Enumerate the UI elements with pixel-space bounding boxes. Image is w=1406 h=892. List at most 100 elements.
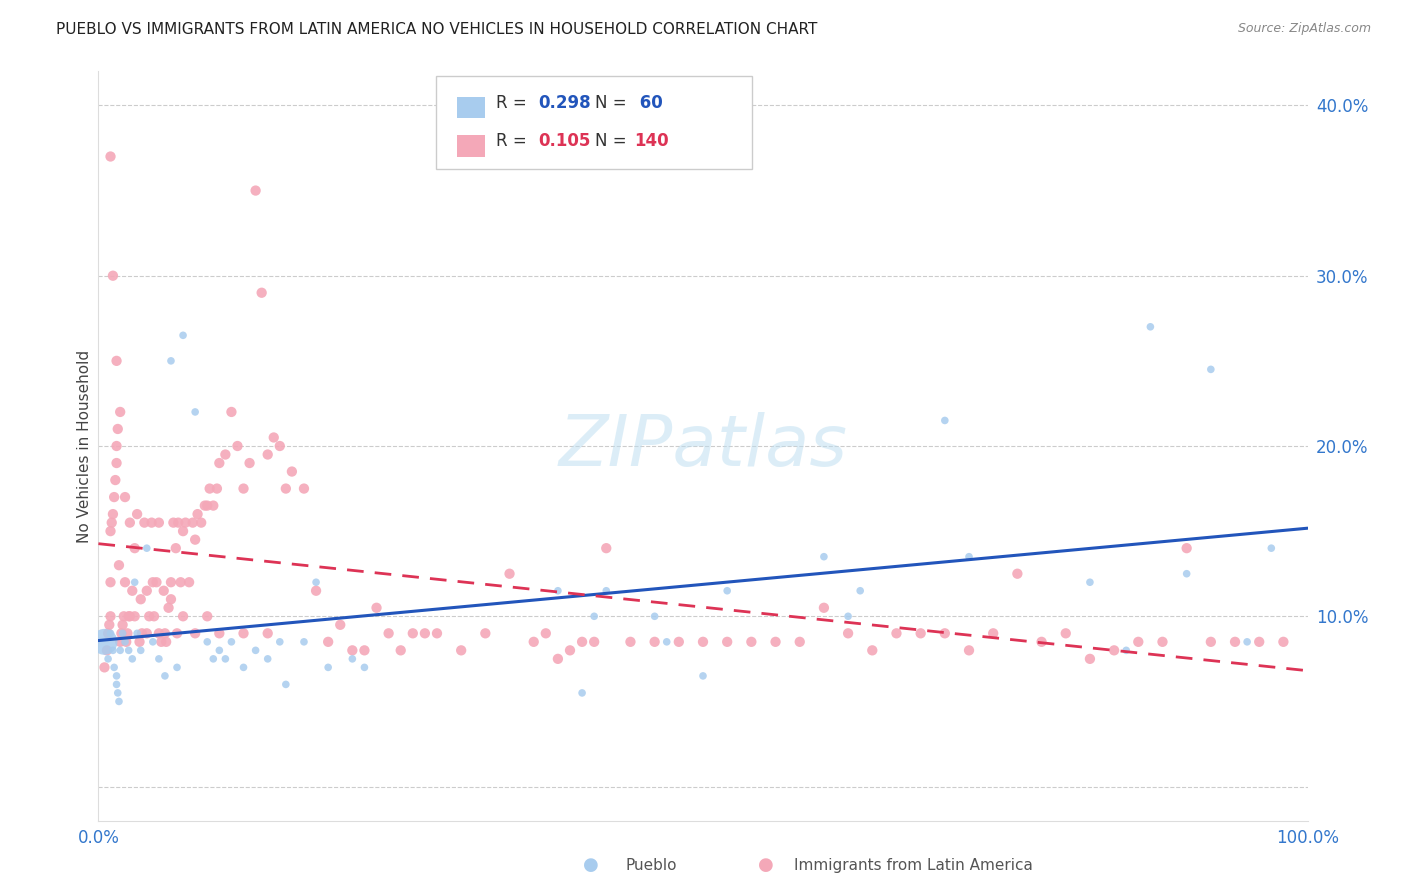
Point bbox=[232, 660, 254, 674]
Point bbox=[402, 626, 425, 640]
Point bbox=[377, 626, 399, 640]
Point bbox=[98, 617, 121, 632]
Point bbox=[208, 626, 231, 640]
Point bbox=[957, 549, 980, 564]
Point bbox=[353, 643, 375, 657]
Point bbox=[100, 575, 122, 590]
Point bbox=[239, 456, 262, 470]
Point bbox=[103, 490, 125, 504]
Point bbox=[208, 643, 231, 657]
Point bbox=[1236, 635, 1258, 649]
Point bbox=[169, 575, 191, 590]
Point bbox=[184, 626, 207, 640]
Point bbox=[692, 669, 714, 683]
Point bbox=[110, 626, 132, 640]
Point bbox=[97, 652, 120, 666]
Point bbox=[112, 609, 135, 624]
Point bbox=[619, 635, 641, 649]
Point bbox=[366, 600, 388, 615]
Point bbox=[129, 643, 152, 657]
Point bbox=[124, 541, 146, 556]
Point bbox=[124, 575, 146, 590]
Point bbox=[1115, 643, 1137, 657]
Point bbox=[118, 609, 141, 624]
Point bbox=[118, 609, 141, 624]
Point bbox=[184, 405, 207, 419]
Point bbox=[202, 499, 225, 513]
Point bbox=[145, 575, 167, 590]
Point bbox=[269, 439, 291, 453]
Text: Pueblo: Pueblo bbox=[626, 858, 678, 872]
Text: ●: ● bbox=[582, 856, 599, 874]
Point bbox=[108, 643, 131, 657]
Text: 0.298: 0.298 bbox=[538, 95, 591, 112]
Point bbox=[547, 583, 569, 598]
Point bbox=[195, 499, 218, 513]
Point bbox=[124, 609, 146, 624]
Point bbox=[342, 643, 364, 657]
Point bbox=[115, 635, 138, 649]
Point bbox=[105, 669, 128, 683]
Point bbox=[153, 626, 176, 640]
Point bbox=[668, 635, 690, 649]
Point bbox=[250, 285, 273, 300]
Point bbox=[121, 583, 143, 598]
Point bbox=[789, 635, 811, 649]
Point bbox=[167, 516, 190, 530]
Text: N =: N = bbox=[595, 95, 631, 112]
Point bbox=[981, 626, 1004, 640]
Point bbox=[131, 626, 153, 640]
Point bbox=[329, 617, 352, 632]
Point bbox=[172, 609, 194, 624]
Point bbox=[1078, 652, 1101, 666]
Point bbox=[198, 482, 221, 496]
Point bbox=[644, 635, 666, 649]
Point bbox=[117, 626, 139, 640]
Point bbox=[181, 516, 204, 530]
Point bbox=[174, 516, 197, 530]
Point bbox=[595, 583, 617, 598]
Point bbox=[160, 592, 183, 607]
Point bbox=[644, 609, 666, 624]
Point bbox=[138, 609, 160, 624]
Point bbox=[134, 516, 156, 530]
Point bbox=[813, 549, 835, 564]
Point bbox=[114, 635, 136, 649]
Point bbox=[274, 482, 297, 496]
Point bbox=[957, 643, 980, 657]
Point bbox=[1260, 541, 1282, 556]
Point bbox=[142, 575, 165, 590]
Point bbox=[1272, 635, 1295, 649]
Point bbox=[107, 422, 129, 436]
Text: ZIPatlas: ZIPatlas bbox=[558, 411, 848, 481]
Text: 60: 60 bbox=[634, 95, 662, 112]
Point bbox=[162, 516, 184, 530]
Point bbox=[135, 583, 157, 598]
Y-axis label: No Vehicles in Household: No Vehicles in Household bbox=[77, 350, 91, 542]
Point bbox=[148, 626, 170, 640]
Point bbox=[148, 516, 170, 530]
Point bbox=[221, 405, 243, 419]
Point bbox=[305, 583, 328, 598]
Point bbox=[837, 626, 859, 640]
Point bbox=[108, 558, 131, 573]
Point bbox=[103, 660, 125, 674]
Point bbox=[107, 686, 129, 700]
Point bbox=[142, 635, 165, 649]
Point bbox=[148, 652, 170, 666]
Point bbox=[166, 626, 188, 640]
Point bbox=[571, 635, 593, 649]
Point bbox=[226, 439, 249, 453]
Point bbox=[1128, 635, 1150, 649]
Point bbox=[118, 516, 141, 530]
Point bbox=[221, 635, 243, 649]
Point bbox=[108, 405, 131, 419]
Point bbox=[910, 626, 932, 640]
Point bbox=[96, 643, 118, 657]
Point bbox=[172, 328, 194, 343]
Point bbox=[1078, 575, 1101, 590]
Point bbox=[128, 635, 150, 649]
Text: ●: ● bbox=[758, 856, 775, 874]
Point bbox=[263, 430, 285, 444]
Point bbox=[450, 643, 472, 657]
